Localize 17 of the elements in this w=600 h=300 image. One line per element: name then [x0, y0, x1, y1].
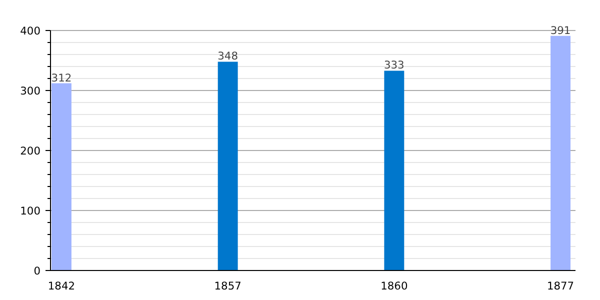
x-tick-label: 1860 — [380, 280, 408, 292]
x-tick-label: 1842 — [48, 280, 76, 292]
y-tick-label: 400 — [20, 24, 41, 38]
data-label: 348 — [218, 50, 238, 63]
x-tick-label: 1877 — [546, 280, 574, 292]
y-tick-label: 100 — [20, 204, 41, 218]
data-label: 391 — [550, 24, 571, 37]
y-tick-label: 200 — [20, 144, 41, 158]
data-label: 333 — [384, 58, 404, 72]
y-tick-label: 0 — [34, 264, 41, 278]
y-tick-label: 300 — [20, 84, 41, 98]
data-label: 312 — [51, 71, 72, 84]
bar — [550, 36, 571, 270]
bar — [52, 83, 72, 270]
x-tick-label: 1857 — [214, 280, 242, 292]
bar — [218, 62, 238, 270]
bar — [384, 70, 404, 270]
